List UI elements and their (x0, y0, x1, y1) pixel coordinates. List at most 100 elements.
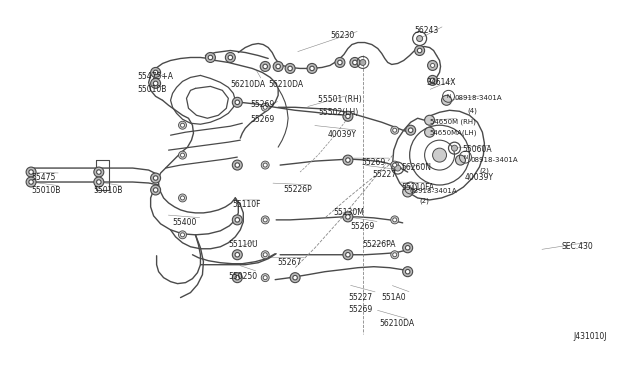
Circle shape (391, 216, 399, 224)
Text: 56230: 56230 (330, 31, 354, 39)
Circle shape (288, 66, 292, 71)
Text: 55226PA: 55226PA (363, 240, 396, 249)
Text: 55130M: 55130M (333, 208, 364, 217)
Circle shape (154, 176, 158, 180)
Circle shape (232, 273, 243, 283)
Text: 55267: 55267 (277, 258, 301, 267)
Circle shape (338, 60, 342, 65)
Text: 55269: 55269 (348, 305, 372, 314)
Text: 40039Y: 40039Y (328, 130, 357, 139)
Circle shape (235, 253, 239, 257)
Circle shape (235, 218, 239, 222)
Circle shape (29, 180, 33, 184)
Circle shape (343, 155, 353, 165)
Text: N: N (408, 186, 413, 190)
Circle shape (393, 218, 397, 222)
Circle shape (417, 48, 422, 53)
Text: 550250: 550250 (228, 272, 257, 281)
Circle shape (179, 151, 186, 159)
Circle shape (232, 97, 243, 107)
Circle shape (263, 105, 267, 109)
Circle shape (261, 103, 269, 111)
Circle shape (273, 61, 283, 71)
Circle shape (343, 212, 353, 222)
Text: 34614X: 34614X (427, 78, 456, 87)
Circle shape (335, 58, 345, 67)
Circle shape (26, 177, 36, 187)
Circle shape (353, 60, 357, 65)
Circle shape (451, 145, 458, 151)
Circle shape (433, 148, 447, 162)
Circle shape (310, 66, 314, 71)
Text: 55269: 55269 (250, 115, 275, 124)
Circle shape (415, 45, 424, 55)
Circle shape (97, 170, 101, 174)
Circle shape (154, 70, 158, 75)
Text: (2): (2) (420, 198, 429, 205)
Circle shape (393, 163, 397, 167)
Text: 54650M (RH): 54650M (RH) (429, 118, 476, 125)
Text: 55269: 55269 (362, 158, 386, 167)
Circle shape (403, 187, 413, 197)
Circle shape (346, 158, 350, 162)
Text: 55110U: 55110U (228, 240, 258, 249)
Circle shape (260, 61, 270, 71)
Circle shape (431, 64, 435, 67)
Circle shape (263, 276, 267, 280)
Circle shape (150, 185, 161, 195)
Circle shape (428, 76, 438, 86)
Text: (4): (4) (467, 107, 477, 114)
Circle shape (406, 125, 415, 135)
Text: SEC.430: SEC.430 (561, 242, 593, 251)
Circle shape (263, 218, 267, 222)
Circle shape (232, 215, 243, 225)
Text: N: N (447, 94, 451, 99)
Circle shape (391, 161, 399, 169)
Text: 56243: 56243 (415, 26, 439, 35)
Circle shape (405, 246, 410, 250)
Text: 08918-3401A: 08918-3401A (470, 157, 518, 163)
Circle shape (307, 64, 317, 73)
Circle shape (261, 251, 269, 259)
Text: 55010B: 55010B (138, 86, 167, 94)
Circle shape (393, 253, 397, 257)
Circle shape (360, 60, 366, 65)
Text: 56210DA: 56210DA (380, 320, 415, 328)
Circle shape (179, 121, 186, 129)
Circle shape (225, 52, 236, 62)
Text: 55475: 55475 (31, 173, 56, 182)
Text: 55110FA: 55110FA (402, 183, 435, 192)
Text: 55475+A: 55475+A (138, 73, 173, 81)
Circle shape (391, 126, 399, 134)
Text: 08918-3401A: 08918-3401A (454, 95, 502, 101)
Text: 55269: 55269 (250, 100, 275, 109)
Text: 55501 (RH): 55501 (RH) (318, 95, 362, 104)
Circle shape (403, 267, 413, 277)
Text: (2): (2) (479, 167, 489, 174)
Circle shape (261, 216, 269, 224)
Text: N: N (463, 155, 467, 160)
Circle shape (403, 243, 413, 253)
Circle shape (180, 123, 184, 127)
Circle shape (428, 61, 438, 70)
Circle shape (424, 115, 435, 125)
Circle shape (154, 81, 158, 86)
Circle shape (346, 114, 350, 119)
Text: 08918-3401A: 08918-3401A (410, 188, 458, 194)
Circle shape (235, 100, 239, 105)
Circle shape (442, 95, 451, 105)
Circle shape (150, 78, 161, 89)
Circle shape (290, 273, 300, 283)
Circle shape (417, 36, 422, 42)
Circle shape (179, 194, 186, 202)
Circle shape (180, 233, 184, 237)
Text: 56210DA: 56210DA (268, 80, 303, 89)
Circle shape (263, 253, 267, 257)
Circle shape (150, 67, 161, 77)
Text: 54650MA(LH): 54650MA(LH) (429, 129, 477, 136)
Circle shape (391, 251, 399, 259)
Circle shape (346, 253, 350, 257)
Circle shape (94, 167, 104, 177)
Circle shape (180, 153, 184, 157)
Circle shape (293, 275, 298, 280)
